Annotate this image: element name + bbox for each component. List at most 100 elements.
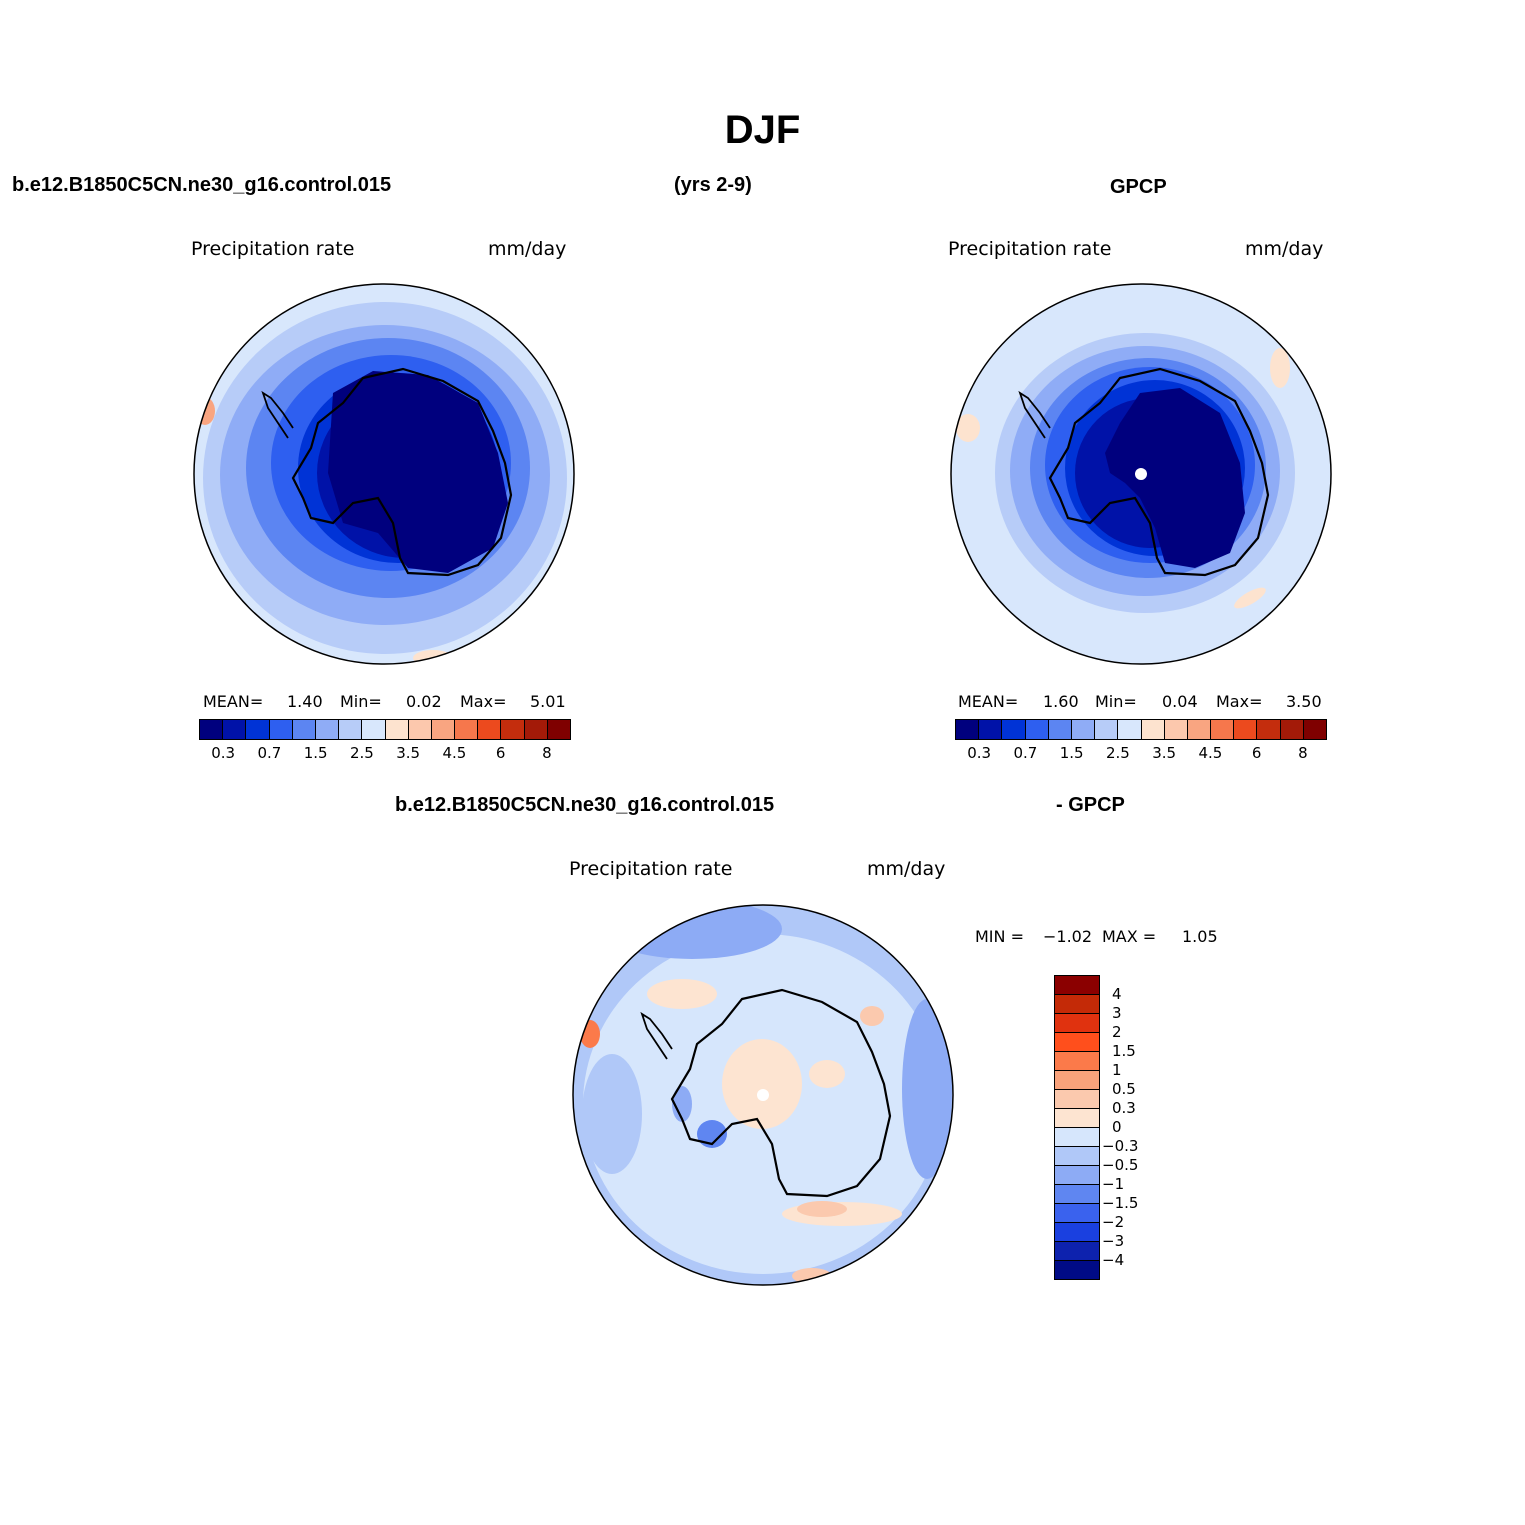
colorbar-tick-label: 0 — [1112, 1118, 1122, 1136]
colorbar-swatch — [408, 720, 432, 739]
colorbar-swatch — [1055, 1033, 1099, 1052]
colorbar-swatch — [431, 720, 456, 739]
colorbar-swatch — [1055, 1147, 1099, 1166]
diff-max-label: MAX = — [1102, 927, 1157, 946]
diff-polar-map — [572, 904, 954, 1286]
diff-case-label: b.e12.B1850C5CN.ne30_g16.control.015 — [395, 794, 775, 816]
colorbar-tick-label: 2.5 — [349, 744, 374, 762]
diff-colorbar — [1054, 975, 1100, 1280]
colorbar-swatch — [1055, 1128, 1099, 1147]
colorbar-swatch — [315, 720, 340, 739]
colorbar-tick-label: 2.5 — [1105, 744, 1130, 762]
colorbar-tick-label: 0.3 — [967, 744, 992, 762]
colorbar-tick-label: 3.5 — [1152, 744, 1177, 762]
left-min-value: 0.02 — [406, 692, 442, 711]
colorbar-swatch — [501, 720, 525, 739]
colorbar-tick-label: 0.5 — [1112, 1080, 1136, 1098]
colorbar-swatch — [1055, 1185, 1099, 1204]
colorbar-swatch — [292, 720, 316, 739]
colorbar-tick-label: −0.5 — [1102, 1156, 1139, 1174]
colorbar-tick-label: 4 — [1112, 985, 1122, 1003]
colorbar-swatch — [1164, 720, 1188, 739]
right-mean-value: 1.60 — [1043, 692, 1079, 711]
colorbar-tick-label: 1 — [1112, 1061, 1122, 1079]
right-min-label: Min= — [1095, 692, 1137, 711]
left-mean-label: MEAN= — [203, 692, 264, 711]
colorbar-tick-label: −4 — [1102, 1251, 1125, 1269]
left-min-label: Min= — [340, 692, 382, 711]
right-max-value: 3.50 — [1286, 692, 1322, 711]
years-label: (yrs 2-9) — [674, 174, 752, 196]
colorbar-tick-label: −1 — [1102, 1175, 1125, 1193]
colorbar-swatch — [1055, 1204, 1099, 1223]
colorbar-swatch — [1055, 1242, 1099, 1261]
colorbar-swatch — [547, 720, 570, 739]
diff-min-value: −1.02 — [1043, 927, 1093, 946]
colorbar-tick-label: 2 — [1112, 1023, 1122, 1041]
colorbar-swatch — [1211, 720, 1235, 739]
colorbar-tick-label: 8 — [542, 744, 552, 762]
colorbar-swatch — [979, 720, 1003, 739]
colorbar-tick-label: 3.5 — [396, 744, 421, 762]
colorbar-swatch — [1055, 1014, 1099, 1033]
colorbar-swatch — [385, 720, 409, 739]
colorbar-tick-label: 3 — [1112, 1004, 1122, 1022]
colorbar-swatch — [1048, 720, 1072, 739]
colorbar-swatch — [1055, 995, 1099, 1014]
colorbar-swatch — [223, 720, 247, 739]
colorbar-tick-label: 4.5 — [442, 744, 467, 762]
right-panel-units: mm/day — [1245, 238, 1324, 260]
diff-max-value: 1.05 — [1182, 927, 1218, 946]
colorbar-swatch — [269, 720, 293, 739]
colorbar-tick-label: −1.5 — [1102, 1194, 1139, 1212]
colorbar-swatch — [1303, 720, 1326, 739]
colorbar-swatch — [1234, 720, 1258, 739]
colorbar-swatch — [1055, 976, 1099, 995]
colorbar-swatch — [1257, 720, 1281, 739]
left-polar-map — [193, 283, 575, 665]
colorbar-tick-label: −2 — [1102, 1213, 1125, 1231]
colorbar-swatch — [1118, 720, 1142, 739]
colorbar-swatch — [1187, 720, 1212, 739]
colorbar-swatch — [956, 720, 980, 739]
colorbar-tick-label: 0.3 — [1112, 1099, 1136, 1117]
right-panel-variable: Precipitation rate — [948, 238, 1112, 260]
colorbar-tick-label: 1.5 — [303, 744, 328, 762]
colorbar-swatch — [1095, 720, 1119, 739]
left-max-value: 5.01 — [530, 692, 566, 711]
colorbar-tick-label: 8 — [1298, 744, 1308, 762]
colorbar-swatch — [1055, 1223, 1099, 1242]
colorbar-swatch — [1025, 720, 1049, 739]
diff-panel-units: mm/day — [867, 858, 946, 880]
colorbar-tick-label: 0.7 — [1013, 744, 1038, 762]
diff-panel-variable: Precipitation rate — [569, 858, 733, 880]
colorbar-swatch — [1055, 1090, 1099, 1109]
obs-label: GPCP — [1110, 176, 1167, 198]
colorbar-swatch — [524, 720, 548, 739]
colorbar-swatch — [1055, 1109, 1099, 1128]
right-max-label: Max= — [1216, 692, 1263, 711]
colorbar-swatch — [1055, 1071, 1099, 1090]
right-mean-label: MEAN= — [958, 692, 1019, 711]
colorbar-swatch — [1002, 720, 1026, 739]
left-panel-variable: Precipitation rate — [191, 238, 355, 260]
colorbar-swatch — [455, 720, 479, 739]
colorbar-tick-label: 6 — [495, 744, 506, 762]
figure-title: DJF — [724, 108, 801, 152]
colorbar-tick-label: 0.7 — [257, 744, 282, 762]
right-colorbar — [955, 719, 1327, 740]
colorbar-tick-label: −0.3 — [1102, 1137, 1139, 1155]
colorbar-tick-label: 1.5 — [1059, 744, 1084, 762]
diff-obs-label: - GPCP — [1056, 794, 1125, 816]
left-max-label: Max= — [460, 692, 507, 711]
left-mean-value: 1.40 — [287, 692, 323, 711]
colorbar-tick-label: 4.5 — [1198, 744, 1223, 762]
colorbar-swatch — [200, 720, 224, 739]
colorbar-swatch — [1055, 1261, 1099, 1279]
colorbar-tick-label: 0.3 — [211, 744, 236, 762]
colorbar-tick-label: 6 — [1251, 744, 1262, 762]
colorbar-swatch — [478, 720, 502, 739]
colorbar-swatch — [339, 720, 363, 739]
colorbar-swatch — [1055, 1052, 1099, 1071]
left-colorbar — [199, 719, 571, 740]
